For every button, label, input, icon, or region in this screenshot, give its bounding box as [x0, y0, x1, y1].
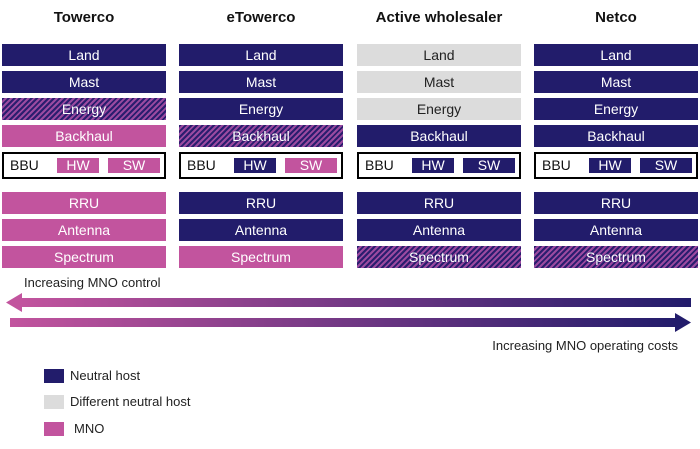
- layer-land: Land: [2, 44, 166, 66]
- bbu-box: BBU HW SW: [179, 152, 343, 179]
- costs-arrow-label: Increasing MNO operating costs: [492, 338, 678, 353]
- bbu-hw-block: HW: [589, 158, 631, 173]
- bbu-sw-block: SW: [108, 158, 160, 173]
- bbu-box: BBU HW SW: [534, 152, 698, 179]
- layer-rru: RRU: [2, 192, 166, 214]
- column-title-towerco: Towerco: [53, 9, 115, 26]
- legend-label-mno: MNO: [74, 421, 105, 436]
- arrows-graphic: [6, 293, 691, 332]
- layer-backhaul: Backhaul: [179, 125, 343, 147]
- column-title-active-wholesaler: Active wholesaler: [375, 9, 503, 26]
- layer-rru: RRU: [179, 192, 343, 214]
- layer-energy: Energy: [179, 98, 343, 120]
- layer-mast: Mast: [179, 71, 343, 93]
- layer-backhaul: Backhaul: [2, 125, 166, 147]
- layer-rru: RRU: [534, 192, 698, 214]
- costs-arrow: [10, 313, 691, 332]
- column-title-netco: Netco: [595, 9, 637, 26]
- layer-mast: Mast: [357, 71, 521, 93]
- layer-antenna: Antenna: [534, 219, 698, 241]
- layer-spectrum: Spectrum: [2, 246, 166, 268]
- layer-antenna: Antenna: [357, 219, 521, 241]
- layer-spectrum: Spectrum: [534, 246, 698, 268]
- layer-antenna: Antenna: [179, 219, 343, 241]
- bbu-label: BBU: [542, 157, 571, 173]
- legend-swatch-different-neutral-host: [44, 395, 64, 409]
- bbu-sw-block: SW: [640, 158, 692, 173]
- control-arrow-label: Increasing MNO control: [24, 275, 161, 290]
- legend-swatch-mno: [44, 422, 64, 436]
- bbu-hw-block: HW: [57, 158, 99, 173]
- layer-spectrum: Spectrum: [179, 246, 343, 268]
- layer-spectrum: Spectrum: [357, 246, 521, 268]
- layer-rru: RRU: [357, 192, 521, 214]
- layer-energy: Energy: [357, 98, 521, 120]
- legend-label-different-neutral-host: Different neutral host: [70, 394, 191, 409]
- layer-antenna: Antenna: [2, 219, 166, 241]
- layer-backhaul: Backhaul: [357, 125, 521, 147]
- bbu-box: BBU HW SW: [357, 152, 521, 179]
- layer-land: Land: [534, 44, 698, 66]
- layer-mast: Mast: [534, 71, 698, 93]
- control-arrow: [6, 293, 691, 312]
- bbu-label: BBU: [187, 157, 216, 173]
- layer-mast: Mast: [2, 71, 166, 93]
- column-title-etowerco: eTowerco: [226, 9, 296, 26]
- layer-energy: Energy: [2, 98, 166, 120]
- layer-land: Land: [179, 44, 343, 66]
- bbu-sw-block: SW: [285, 158, 337, 173]
- bbu-label: BBU: [365, 157, 394, 173]
- bbu-sw-block: SW: [463, 158, 515, 173]
- bbu-box: BBU HW SW: [2, 152, 166, 179]
- layer-backhaul: Backhaul: [534, 125, 698, 147]
- layer-energy: Energy: [534, 98, 698, 120]
- legend-label-neutral-host: Neutral host: [70, 368, 141, 383]
- legend-swatch-neutral-host: [44, 369, 64, 383]
- bbu-hw-block: HW: [234, 158, 276, 173]
- bbu-label: BBU: [10, 157, 39, 173]
- layer-land: Land: [357, 44, 521, 66]
- bbu-hw-block: HW: [412, 158, 454, 173]
